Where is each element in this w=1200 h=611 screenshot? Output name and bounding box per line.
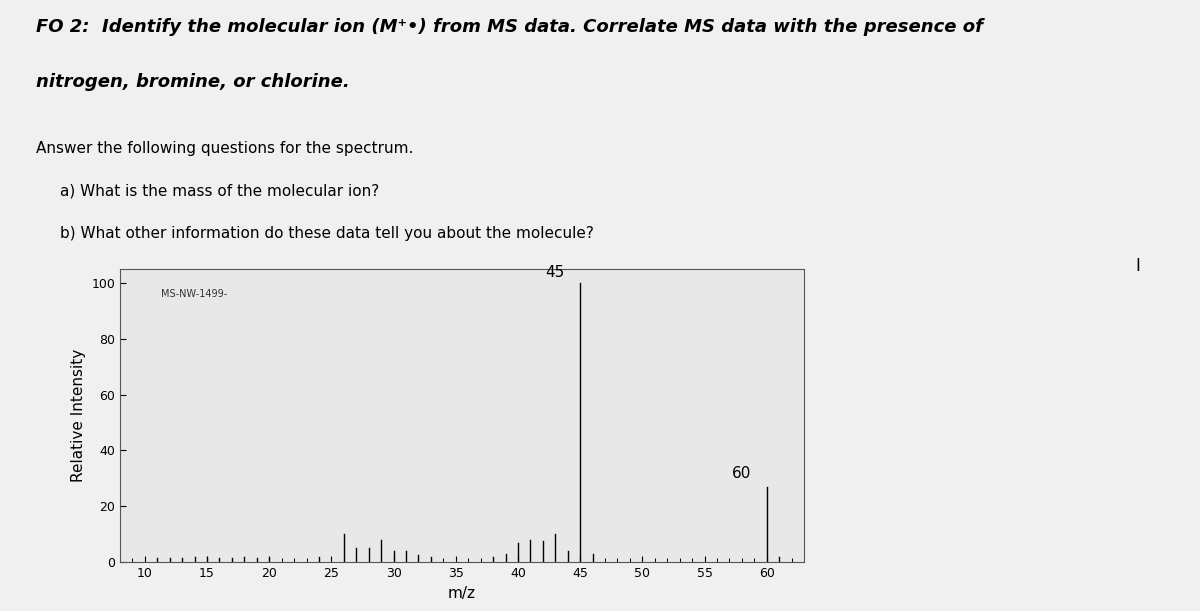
Text: 60: 60: [732, 466, 751, 481]
Text: b) What other information do these data tell you about the molecule?: b) What other information do these data …: [60, 226, 594, 241]
Text: a) What is the mass of the molecular ion?: a) What is the mass of the molecular ion…: [60, 183, 379, 199]
Text: MS-NW-1499-: MS-NW-1499-: [161, 290, 227, 299]
Y-axis label: Relative Intensity: Relative Intensity: [71, 349, 85, 482]
Text: Answer the following questions for the spectrum.: Answer the following questions for the s…: [36, 141, 413, 156]
Text: I: I: [1135, 257, 1140, 274]
X-axis label: m/z: m/z: [448, 585, 476, 601]
Text: nitrogen, bromine, or chlorine.: nitrogen, bromine, or chlorine.: [36, 73, 349, 91]
Text: 45: 45: [546, 265, 565, 280]
Text: FO 2:  Identify the molecular ion (M⁺•) from MS data. Correlate MS data with the: FO 2: Identify the molecular ion (M⁺•) f…: [36, 18, 983, 36]
